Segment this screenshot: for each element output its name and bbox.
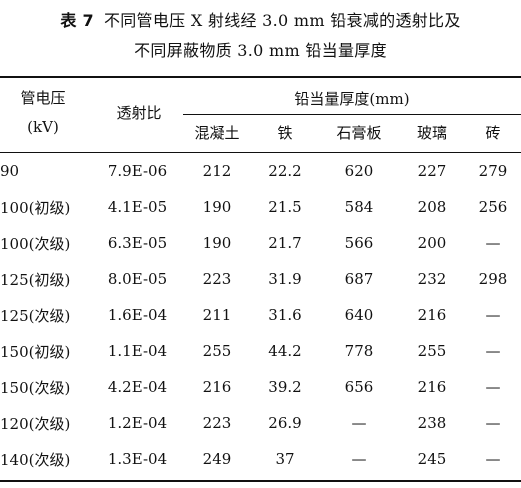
cell-concrete: 211 bbox=[202, 306, 232, 324]
table-row: 150(初级) 1.1E-04 255 44.2 778 255 — bbox=[0, 333, 521, 369]
cell-concrete: 190 bbox=[202, 234, 232, 252]
cell-gypsum-board: — bbox=[351, 450, 367, 468]
cell-voltage: 150(初级) bbox=[0, 342, 71, 361]
cell-glass: 216 bbox=[417, 378, 447, 396]
table-bottom-rule bbox=[0, 480, 521, 482]
header-material-brick: 砖 bbox=[485, 124, 501, 142]
table-row: 125(次级) 1.6E-04 211 31.6 640 216 — bbox=[0, 297, 521, 333]
cell-voltage: 125(初级) bbox=[0, 270, 71, 289]
header-bottom-rule bbox=[0, 152, 521, 153]
cell-gypsum-board: 584 bbox=[344, 198, 374, 216]
cell-gypsum-board: 778 bbox=[344, 342, 374, 360]
cell-brick: — bbox=[485, 378, 501, 396]
cell-brick: 298 bbox=[478, 270, 508, 288]
header-material-concrete: 混凝土 bbox=[194, 124, 240, 142]
cell-voltage: 90 bbox=[0, 162, 20, 180]
cell-brick: 279 bbox=[478, 162, 508, 180]
header-material-gypsum-board: 石膏板 bbox=[336, 124, 382, 142]
cell-transmission: 1.2E-04 bbox=[107, 414, 168, 432]
cell-brick: 256 bbox=[478, 198, 508, 216]
cell-iron: 39.2 bbox=[268, 378, 302, 396]
data-table-body: 90 7.9E-06 212 22.2 620 227 279 100(初级) 4.1E-05 1… bbox=[0, 153, 521, 477]
cell-brick: — bbox=[485, 234, 501, 252]
cell-glass: 216 bbox=[417, 306, 447, 324]
cell-gypsum-board: 656 bbox=[344, 378, 374, 396]
cell-iron: 31.9 bbox=[268, 270, 302, 288]
cell-iron: 37 bbox=[275, 450, 295, 468]
cell-glass: 208 bbox=[417, 198, 447, 216]
header-lead-equivalent: 铅当量厚度(mm) bbox=[294, 90, 410, 108]
cell-transmission: 1.3E-04 bbox=[107, 450, 168, 468]
cell-transmission: 1.6E-04 bbox=[107, 306, 168, 324]
data-table: 90 7.9E-06 212 22.2 620 227 279 100(初级) 4.1E-05 1… bbox=[0, 153, 521, 477]
cell-concrete: 249 bbox=[202, 450, 232, 468]
cell-iron: 21.7 bbox=[268, 234, 302, 252]
cell-transmission: 8.0E-05 bbox=[107, 270, 168, 288]
cell-transmission: 1.1E-04 bbox=[107, 342, 168, 360]
header-voltage: 管电压 bbox=[20, 89, 66, 107]
cell-iron: 22.2 bbox=[268, 162, 302, 180]
table-row: 140(次级) 1.3E-04 249 37 — 245 — bbox=[0, 441, 521, 477]
cell-transmission: 4.2E-04 bbox=[107, 378, 168, 396]
cell-gypsum-board: 620 bbox=[344, 162, 374, 180]
cell-iron: 31.6 bbox=[268, 306, 302, 324]
cell-glass: 245 bbox=[417, 450, 447, 468]
cell-gypsum-board: 687 bbox=[344, 270, 374, 288]
table-row: 90 7.9E-06 212 22.2 620 227 279 bbox=[0, 153, 521, 189]
cell-iron: 21.5 bbox=[268, 198, 302, 216]
cell-gypsum-board: 566 bbox=[344, 234, 374, 252]
cell-glass: 238 bbox=[417, 414, 447, 432]
table-row: 100(次级) 6.3E-05 190 21.7 566 200 — bbox=[0, 225, 521, 261]
cell-transmission: 4.1E-05 bbox=[107, 198, 168, 216]
cell-concrete: 190 bbox=[202, 198, 232, 216]
cell-transmission: 7.9E-06 bbox=[107, 162, 168, 180]
table-caption-line-1: 表 7 不同管电压 X 射线经 3.0 mm 铅衰减的透射比及 bbox=[0, 10, 521, 32]
cell-voltage: 100(次级) bbox=[0, 234, 71, 253]
cell-brick: — bbox=[485, 306, 501, 324]
cell-voltage: 150(次级) bbox=[0, 378, 71, 397]
cell-iron: 44.2 bbox=[268, 342, 302, 360]
cell-voltage: 100(初级) bbox=[0, 198, 71, 217]
table-row: 120(次级) 1.2E-04 223 26.9 — 238 — bbox=[0, 405, 521, 441]
cell-gypsum-board: 640 bbox=[344, 306, 374, 324]
header-transmission: 透射比 bbox=[116, 104, 162, 122]
header-voltage-unit: (kV) bbox=[27, 118, 59, 136]
cell-glass: 232 bbox=[417, 270, 447, 288]
cell-concrete: 223 bbox=[202, 414, 232, 432]
cell-brick: — bbox=[485, 342, 501, 360]
table-title-line-1: 不同管电压 X 射线经 3.0 mm 铅衰减的透射比及 bbox=[103, 11, 461, 30]
cell-gypsum-board: — bbox=[351, 414, 367, 432]
table-row: 150(次级) 4.2E-04 216 39.2 656 216 — bbox=[0, 369, 521, 405]
cell-brick: — bbox=[485, 414, 501, 432]
cell-glass: 200 bbox=[417, 234, 447, 252]
header-material-iron: 铁 bbox=[277, 124, 293, 142]
table-title-line-2: 不同屏蔽物质 3.0 mm 铅当量厚度 bbox=[134, 41, 387, 60]
table-row: 100(初级) 4.1E-05 190 21.5 584 208 256 bbox=[0, 189, 521, 225]
table-top-rule bbox=[0, 76, 521, 78]
header-sub-rule bbox=[183, 114, 521, 115]
cell-voltage: 140(次级) bbox=[0, 450, 71, 469]
table-row: 125(初级) 8.0E-05 223 31.9 687 232 298 bbox=[0, 261, 521, 297]
cell-transmission: 6.3E-05 bbox=[107, 234, 168, 252]
cell-glass: 227 bbox=[417, 162, 447, 180]
cell-concrete: 216 bbox=[202, 378, 232, 396]
cell-concrete: 212 bbox=[202, 162, 232, 180]
cell-glass: 255 bbox=[417, 342, 447, 360]
table-number: 表 7 bbox=[60, 11, 94, 30]
cell-brick: — bbox=[485, 450, 501, 468]
cell-concrete: 223 bbox=[202, 270, 232, 288]
cell-concrete: 255 bbox=[202, 342, 232, 360]
cell-voltage: 120(次级) bbox=[0, 414, 71, 433]
cell-voltage: 125(次级) bbox=[0, 306, 71, 325]
header-material-glass: 玻璃 bbox=[416, 124, 447, 142]
cell-iron: 26.9 bbox=[268, 414, 302, 432]
